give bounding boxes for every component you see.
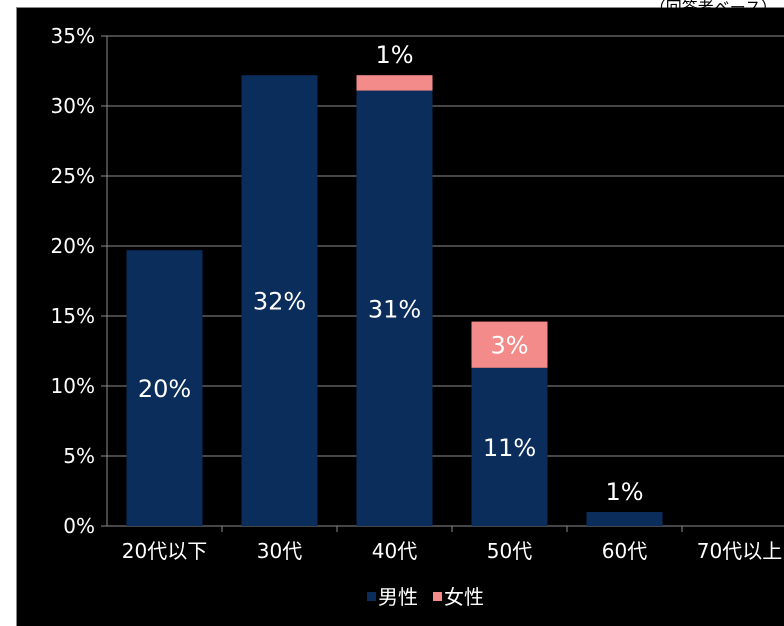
- bar-male: [126, 250, 203, 526]
- y-tick-label: 15%: [51, 304, 95, 328]
- bar-chart: 0% 5% 10% 15% 20% 25% 30% 35% 20% 20代以下 32% 30代 31% 1…: [51, 24, 784, 609]
- chart-panel: （回答者ベース） 0% 5% 10% 15% 20% 25% 30% 35% 20% 20代以下 3…: [16, 0, 784, 626]
- bar-male: [471, 367, 548, 526]
- data-label: 11%: [483, 434, 536, 462]
- bar-male: [356, 90, 433, 526]
- legend-label: 女性: [444, 585, 484, 609]
- data-label: 1%: [605, 478, 643, 506]
- legend-label: 男性: [378, 585, 418, 609]
- x-category-label: 20代以下: [122, 539, 207, 563]
- x-category-label: 40代: [372, 539, 417, 563]
- y-tick-label: 35%: [51, 24, 95, 48]
- bar-female: [471, 321, 548, 368]
- x-category-label: 60代: [602, 539, 647, 563]
- data-label: 1%: [375, 41, 413, 69]
- data-label: 20%: [138, 375, 191, 403]
- y-tick-label: 0%: [63, 514, 95, 538]
- y-tick-label: 30%: [51, 94, 95, 118]
- data-label: 3%: [490, 332, 528, 360]
- y-tick-label: 20%: [51, 234, 95, 258]
- bar-male: [586, 512, 663, 526]
- x-category-label: 30代: [257, 539, 302, 563]
- y-tick-label: 5%: [63, 444, 95, 468]
- data-label: 32%: [253, 288, 306, 316]
- legend-swatch-female: [433, 592, 442, 601]
- bar-male: [241, 75, 318, 526]
- y-tick-label: 10%: [51, 374, 95, 398]
- x-category-label: 70代以上: [697, 539, 782, 563]
- data-label: 31%: [368, 295, 421, 323]
- bar-female: [356, 75, 433, 91]
- y-tick-label: 25%: [51, 164, 95, 188]
- corner-note: （回答者ベース）: [649, 0, 777, 17]
- x-category-label: 50代: [487, 539, 532, 563]
- legend-swatch-male: [367, 592, 376, 601]
